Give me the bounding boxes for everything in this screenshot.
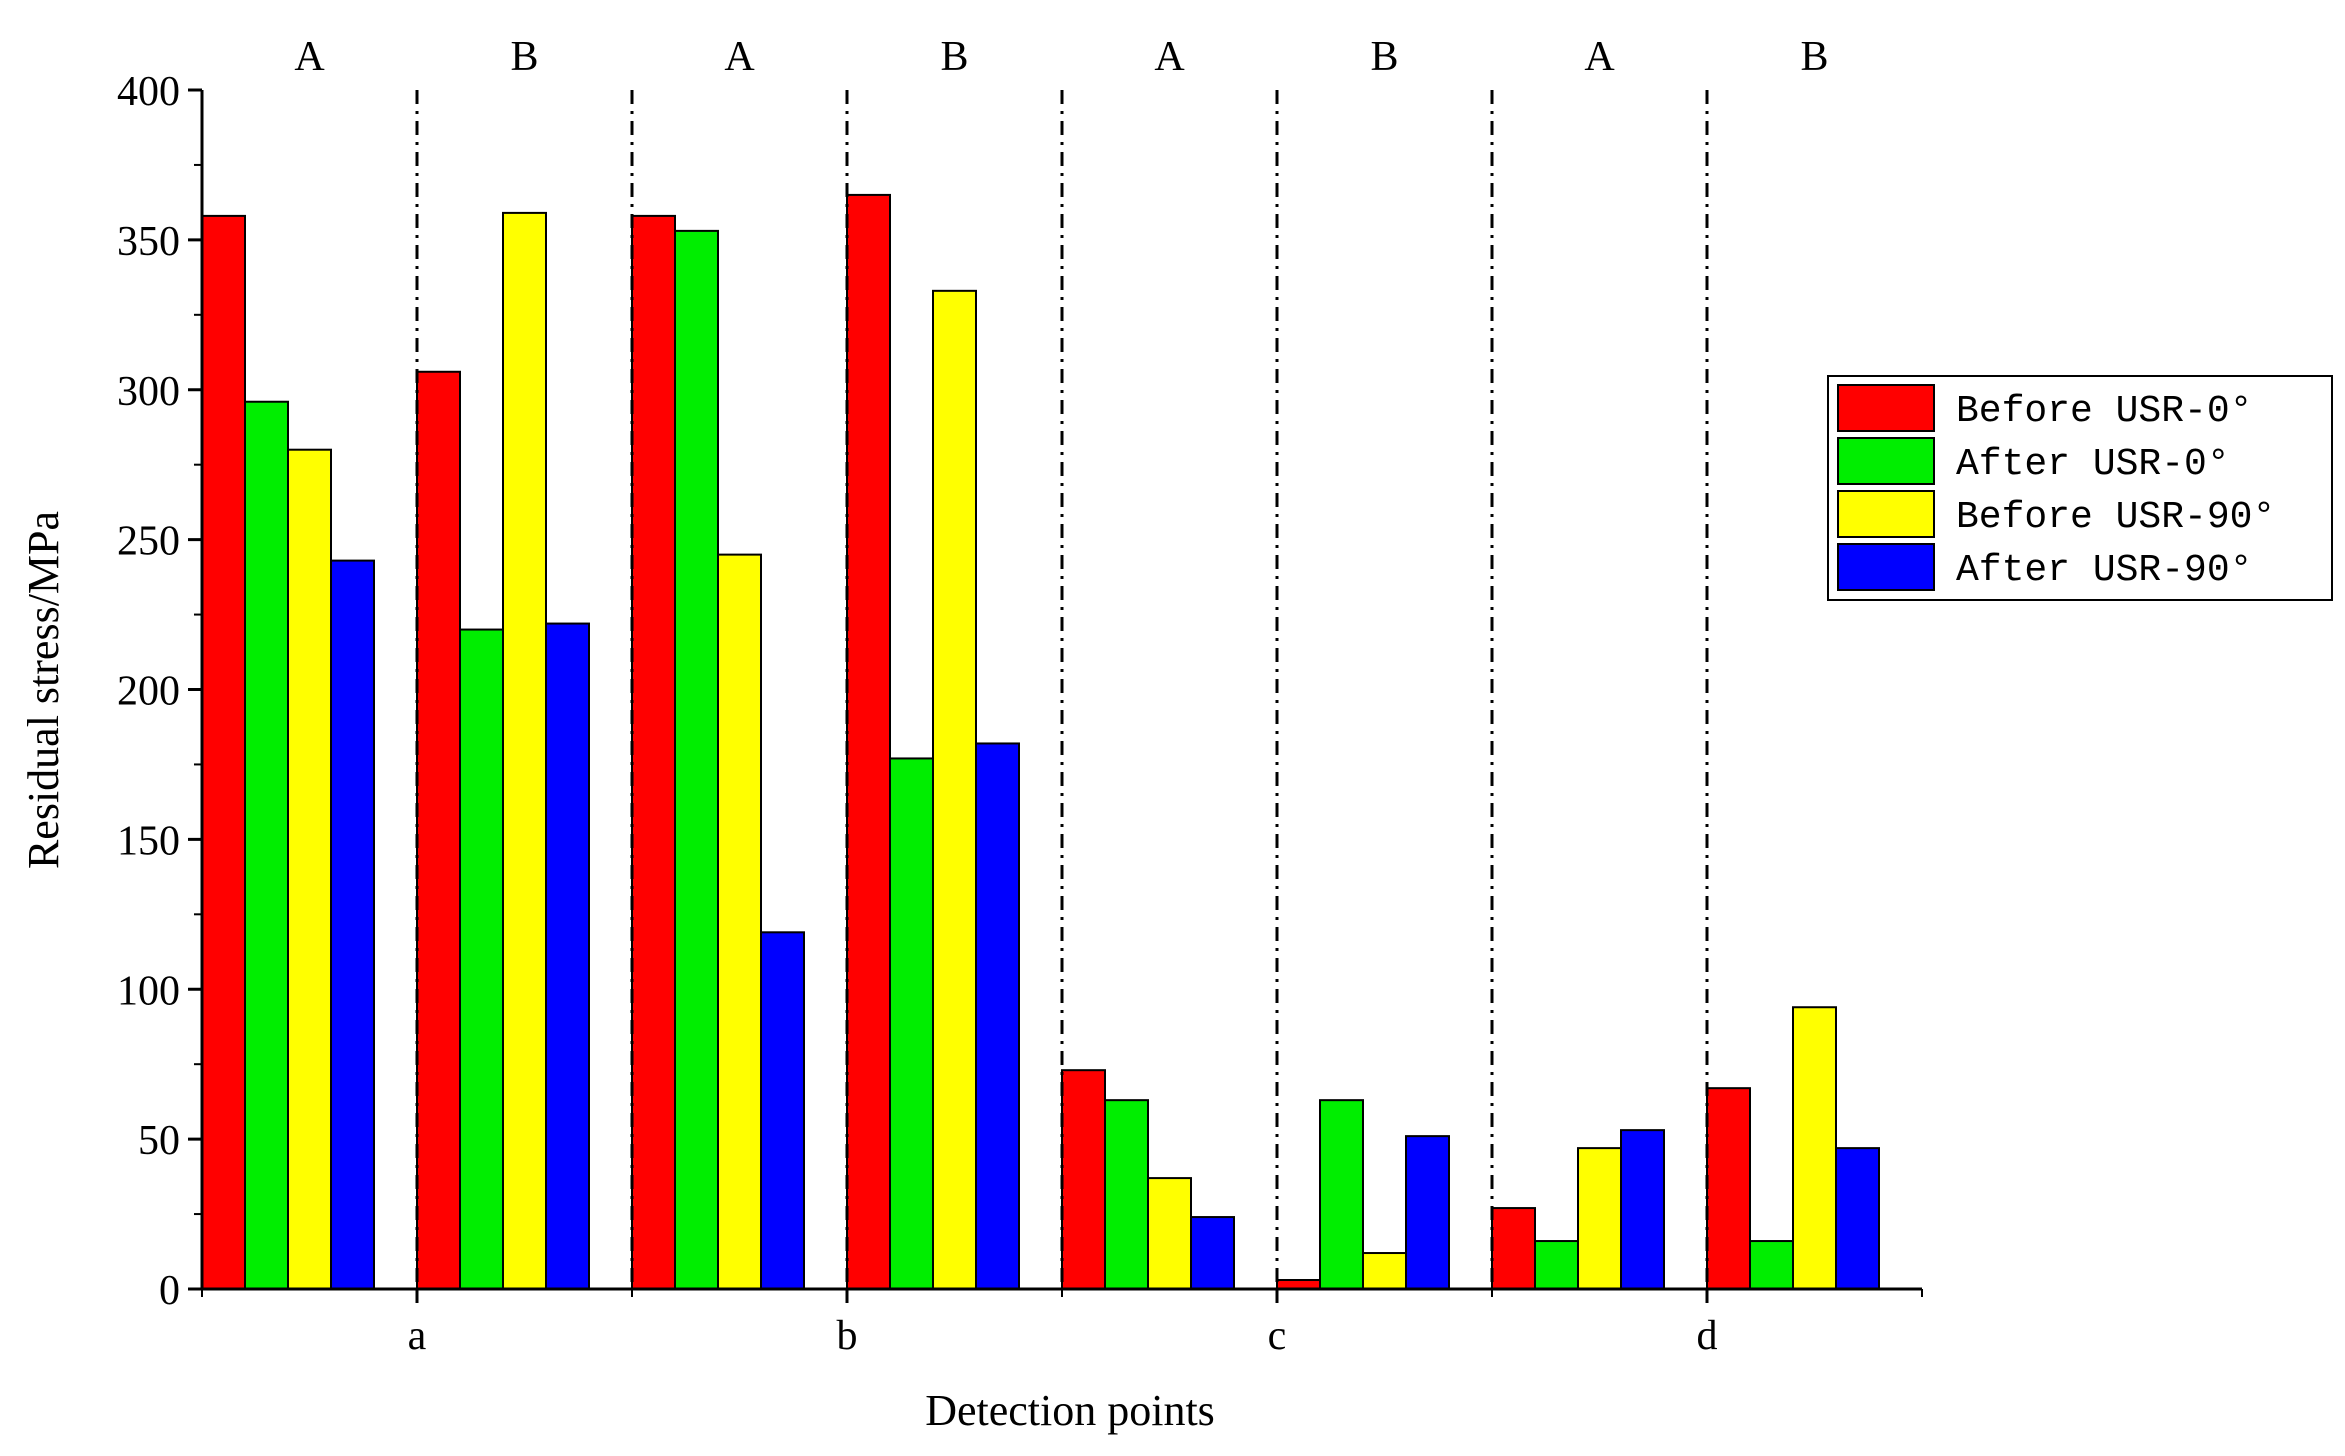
bar-c-B-1 <box>1319 1099 1364 1290</box>
bar-d-B-1 <box>1749 1240 1794 1291</box>
bar-a-A-1 <box>244 400 289 1290</box>
legend-label: After USR-0° <box>1956 443 2230 486</box>
x-tick-label-d: d <box>1697 1313 1718 1359</box>
x-tick-label-c: c <box>1268 1313 1287 1359</box>
legend: Before USR-0° After USR-0° Before USR-90° A… <box>1827 375 2333 601</box>
bar-d-A-0 <box>1491 1207 1536 1291</box>
y-tick-label: 400 <box>117 69 180 115</box>
x-tick-label-a: a <box>408 1313 427 1359</box>
legend-label: Before USR-90° <box>1956 496 2275 539</box>
y-tick-label: 100 <box>117 968 180 1014</box>
bar-b-B-2 <box>932 289 977 1290</box>
legend-label: Before USR-0° <box>1956 390 2252 433</box>
bar-d-B-2 <box>1792 1006 1837 1290</box>
bar-b-B-3 <box>975 742 1020 1290</box>
bar-c-A-2 <box>1147 1177 1192 1291</box>
subgroup-label-d-B: B <box>1800 34 1828 80</box>
bar-b-A-1 <box>674 229 719 1291</box>
bar-d-B-3 <box>1835 1147 1880 1291</box>
x-tick-label-b: b <box>837 1313 858 1359</box>
bar-a-A-3 <box>330 559 375 1290</box>
subgroup-label-c-B: B <box>1370 34 1398 80</box>
y-tick-label: 0 <box>159 1268 180 1314</box>
legend-swatch <box>1837 490 1935 538</box>
x-ticks: a b c d <box>201 1289 1923 1359</box>
bar-a-B-3 <box>545 622 590 1290</box>
y-axis-title: Residual stress/MPa <box>19 511 68 869</box>
bar-b-A-2 <box>717 553 762 1290</box>
bar-c-B-2 <box>1362 1252 1407 1291</box>
bar-a-A-2 <box>287 448 332 1290</box>
subgroup-label-b-B: B <box>940 34 968 80</box>
legend-label: After USR-90° <box>1956 549 2252 592</box>
x-axis-title: Detection points <box>925 1386 1215 1435</box>
bar-a-B-1 <box>459 628 504 1290</box>
bar-d-A-3 <box>1620 1129 1665 1290</box>
y-tick-label: 250 <box>117 519 180 565</box>
bar-d-A-2 <box>1577 1147 1622 1291</box>
y-tick-label: 350 <box>117 219 180 265</box>
subgroup-label-a-A: A <box>294 34 325 80</box>
subgroup-label-a-B: B <box>510 34 538 80</box>
y-tick-label: 200 <box>117 669 180 715</box>
bar-c-A-1 <box>1104 1099 1149 1290</box>
bar-a-B-2 <box>502 211 547 1291</box>
bar-b-A-0 <box>631 214 676 1290</box>
bars-layer <box>201 193 1880 1291</box>
bar-a-B-0 <box>416 370 461 1290</box>
bar-b-B-1 <box>889 757 934 1290</box>
y-tick-label: 300 <box>117 369 180 415</box>
subgroup-label-d-A: A <box>1584 34 1615 80</box>
subgroup-label-c-A: A <box>1154 34 1185 80</box>
y-tick-label: 150 <box>117 818 180 864</box>
bar-d-A-1 <box>1534 1240 1579 1291</box>
bar-c-B-3 <box>1405 1135 1450 1290</box>
bar-b-A-3 <box>760 931 805 1290</box>
legend-swatch <box>1837 437 1935 485</box>
bar-d-B-0 <box>1706 1087 1751 1290</box>
y-tick-label: 50 <box>138 1118 180 1164</box>
bar-b-B-0 <box>846 193 891 1291</box>
divider-lines <box>415 90 1709 1289</box>
bar-c-A-3 <box>1190 1216 1235 1291</box>
y-ticks: 0 50 100 150 200 250 300 350 400 <box>117 69 202 1314</box>
legend-swatch <box>1837 543 1935 591</box>
bar-a-A-0 <box>201 214 246 1290</box>
bar-c-A-0 <box>1061 1069 1106 1290</box>
legend-swatch <box>1837 384 1935 432</box>
subgroup-label-b-A: A <box>724 34 755 80</box>
